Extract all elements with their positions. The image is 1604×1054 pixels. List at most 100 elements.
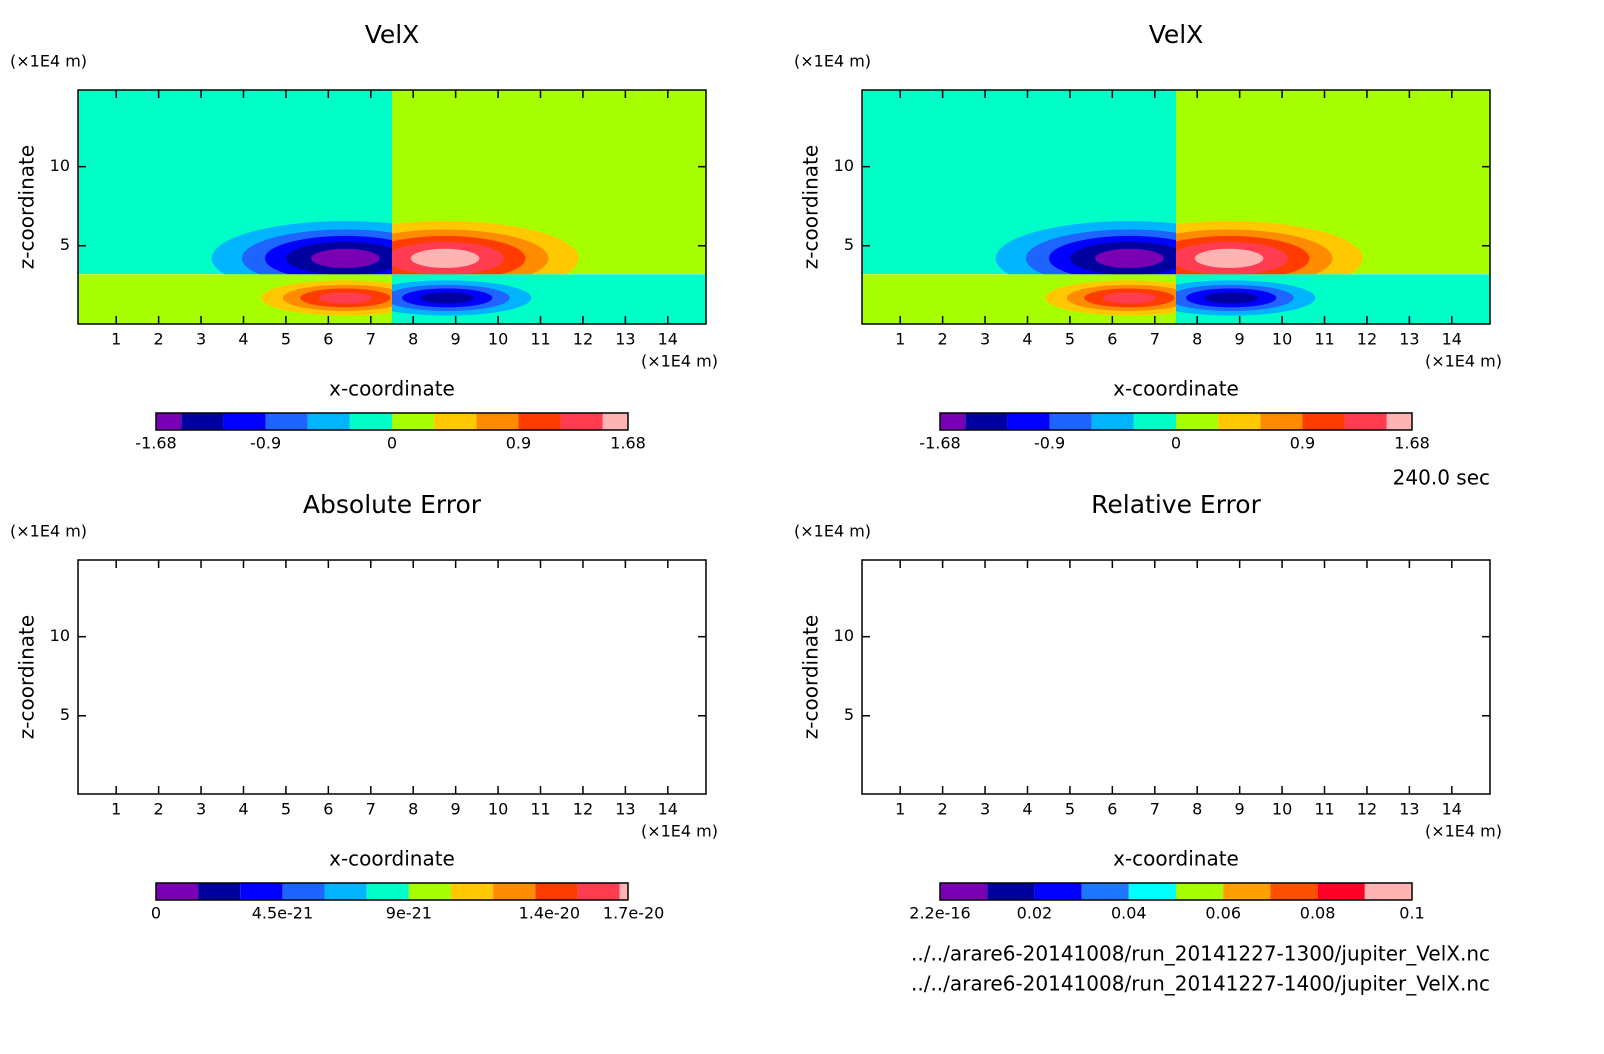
colorbar-tick-label: 0.1 <box>1399 904 1424 923</box>
x-tick-label: 10 <box>1272 330 1292 349</box>
x-tick-label: 5 <box>281 800 291 819</box>
y-unit: (×1E4 m) <box>10 52 87 71</box>
colorbar-tick-label: -1.68 <box>919 434 960 453</box>
colorbar-segment <box>619 883 628 900</box>
x-tick-label: 1 <box>895 800 905 819</box>
y-tick-label: 5 <box>844 705 854 724</box>
colorbar-segment <box>1176 413 1219 430</box>
x-tick-label: 6 <box>323 330 333 349</box>
x-tick-label: 14 <box>658 800 678 819</box>
colorbar-tick-label: 1.68 <box>610 434 646 453</box>
colorbar-segment <box>156 413 182 430</box>
x-axis-label: x-coordinate <box>1113 847 1239 871</box>
x-tick-label: 5 <box>1065 330 1075 349</box>
x-tick-label: 4 <box>1022 800 1032 819</box>
colorbar-tick-label: 1.68 <box>1394 434 1430 453</box>
colorbar-segment <box>434 413 477 430</box>
x-tick-label: 4 <box>238 800 248 819</box>
x-tick-label: 10 <box>488 800 508 819</box>
contour-band <box>410 248 480 268</box>
panel: VelX(×1E4 m)1 2 3 4 5 6 7 8 9 10 11 12 13 14510(×1E4 … <box>10 20 718 453</box>
x-tick-label: 3 <box>196 800 206 819</box>
colorbar-segment <box>198 883 241 900</box>
colorbar-segment <box>392 413 435 430</box>
contour-band <box>311 248 380 268</box>
colorbar-tick-label: 0 <box>1171 434 1181 453</box>
x-tick-label: 8 <box>1192 330 1202 349</box>
lobe <box>1176 90 1490 275</box>
colorbar-frame <box>155 882 629 901</box>
x-tick-label: 14 <box>1442 330 1462 349</box>
contour-band <box>1194 248 1264 268</box>
x-tick-label: 11 <box>1314 800 1334 819</box>
x-tick-label: 14 <box>658 330 678 349</box>
x-unit: (×1E4 m) <box>641 822 718 841</box>
colorbar-segment <box>1386 413 1412 430</box>
colorbar-segment <box>1223 883 1271 900</box>
colorbar-tick-label: -0.9 <box>1034 434 1065 453</box>
colorbar-segment <box>1176 883 1224 900</box>
lobe <box>862 90 1176 275</box>
x-tick-label: 7 <box>1150 330 1160 349</box>
lobe <box>78 90 392 275</box>
y-unit: (×1E4 m) <box>794 522 871 541</box>
lobe <box>862 274 1176 324</box>
colorbar-segment <box>965 413 1008 430</box>
chart-title: VelX <box>365 20 420 49</box>
colorbar-segment <box>1034 883 1082 900</box>
colorbar-segment <box>1128 883 1176 900</box>
colorbar-tick-label: 9e-21 <box>386 904 432 923</box>
lobe <box>392 274 706 324</box>
x-tick-label: 9 <box>451 330 461 349</box>
x-tick-label: 4 <box>1022 330 1032 349</box>
x-tick-label: 10 <box>1272 800 1292 819</box>
y-axis-label: z-coordinate <box>15 615 39 739</box>
x-tick-label: 12 <box>1357 800 1377 819</box>
x-tick-label: 7 <box>366 800 376 819</box>
colorbar-segment <box>1218 413 1261 430</box>
colorbar-tick-label: 0 <box>151 904 161 923</box>
colorbar-tick-label: 0.08 <box>1300 904 1336 923</box>
x-axis-label: x-coordinate <box>1113 377 1239 401</box>
colorbar-segment <box>1081 883 1129 900</box>
colorbar-segment <box>181 413 224 430</box>
x-unit: (×1E4 m) <box>1425 822 1502 841</box>
colorbar-segment <box>349 413 392 430</box>
x-tick-label: 1 <box>111 800 121 819</box>
x-tick-label: 13 <box>615 330 635 349</box>
colorbar-tick-label: 1.7e-20 <box>603 904 664 923</box>
plot-frame <box>77 559 707 795</box>
x-axis-label: x-coordinate <box>329 377 455 401</box>
plot-area <box>78 560 706 794</box>
colorbar-tick-label: 1.4e-20 <box>519 904 580 923</box>
colorbar-tick-label: 2.2e-16 <box>909 904 970 923</box>
colorbar-frame <box>155 412 629 431</box>
x-tick-label: 13 <box>1399 800 1419 819</box>
x-axis-label: x-coordinate <box>329 847 455 871</box>
x-tick-label: 8 <box>1192 800 1202 819</box>
colorbar-segment <box>366 883 409 900</box>
y-unit: (×1E4 m) <box>794 52 871 71</box>
colorbar-segment <box>476 413 519 430</box>
colorbar-segment <box>1364 883 1412 900</box>
x-tick-label: 8 <box>408 330 418 349</box>
colorbar-segment <box>1049 413 1092 430</box>
x-tick-label: 10 <box>488 330 508 349</box>
x-tick-label: 12 <box>573 800 593 819</box>
x-tick-label: 2 <box>154 800 164 819</box>
x-tick-label: 2 <box>938 800 948 819</box>
y-tick-label: 10 <box>50 626 70 645</box>
colorbar-segment <box>577 883 620 900</box>
x-tick-label: 1 <box>111 330 121 349</box>
x-tick-label: 2 <box>154 330 164 349</box>
colorbar-tick-label: 4.5e-21 <box>252 904 313 923</box>
time-label: 240.0 sec <box>1393 466 1490 490</box>
chart-title: Relative Error <box>1091 490 1261 519</box>
y-axis-label: z-coordinate <box>15 145 39 269</box>
y-tick-label: 10 <box>50 156 70 175</box>
contour-band <box>1102 292 1156 304</box>
x-tick-label: 11 <box>530 330 550 349</box>
x-tick-label: 11 <box>1314 330 1334 349</box>
y-tick-label: 10 <box>834 626 854 645</box>
